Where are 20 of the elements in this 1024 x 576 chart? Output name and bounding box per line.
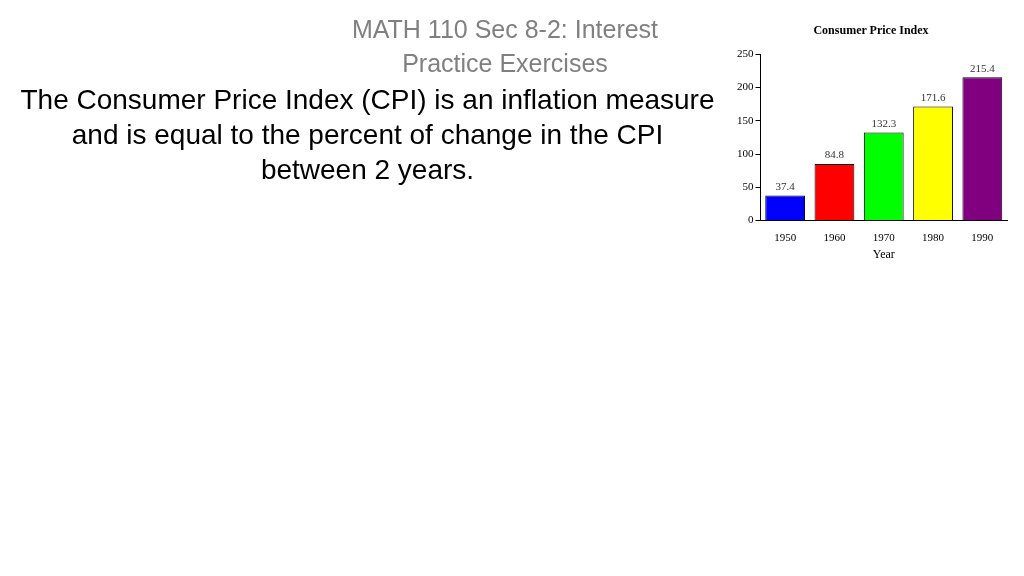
y-tick-label: 200 <box>737 80 754 93</box>
data-label: 215.4 <box>969 61 996 74</box>
text: The Consumer Price Index (CPI) is an inflation measure and is equal to the percent of change in the CPI between 2 years. <box>20 83 715 187</box>
data-label: 84.8 <box>824 148 845 161</box>
data-label: 37.4 <box>775 179 796 192</box>
y-tick-label: 250 <box>737 47 754 60</box>
x-tick-label: 1970 <box>872 230 896 243</box>
y-tick-label: 0 <box>748 213 754 226</box>
data-label: 132.3 <box>871 116 897 129</box>
y-tick-label: 150 <box>737 113 754 126</box>
data-label: 171.6 <box>920 90 946 103</box>
x-axis-title: Year <box>872 246 895 261</box>
x-tick-label: 1960 <box>823 230 846 243</box>
y-tick-label: 100 <box>737 146 754 159</box>
x-tick-label: 1980 <box>922 230 945 243</box>
text: MATH 110 Sec 8-2: Interest Practice Exercises <box>350 14 660 79</box>
y-tick-label: 50 <box>742 180 754 193</box>
x-tick-label: 1990 <box>971 230 994 243</box>
chart-title: Consumer Price Index <box>813 23 929 38</box>
x-tick-label: 1950 <box>774 230 797 243</box>
